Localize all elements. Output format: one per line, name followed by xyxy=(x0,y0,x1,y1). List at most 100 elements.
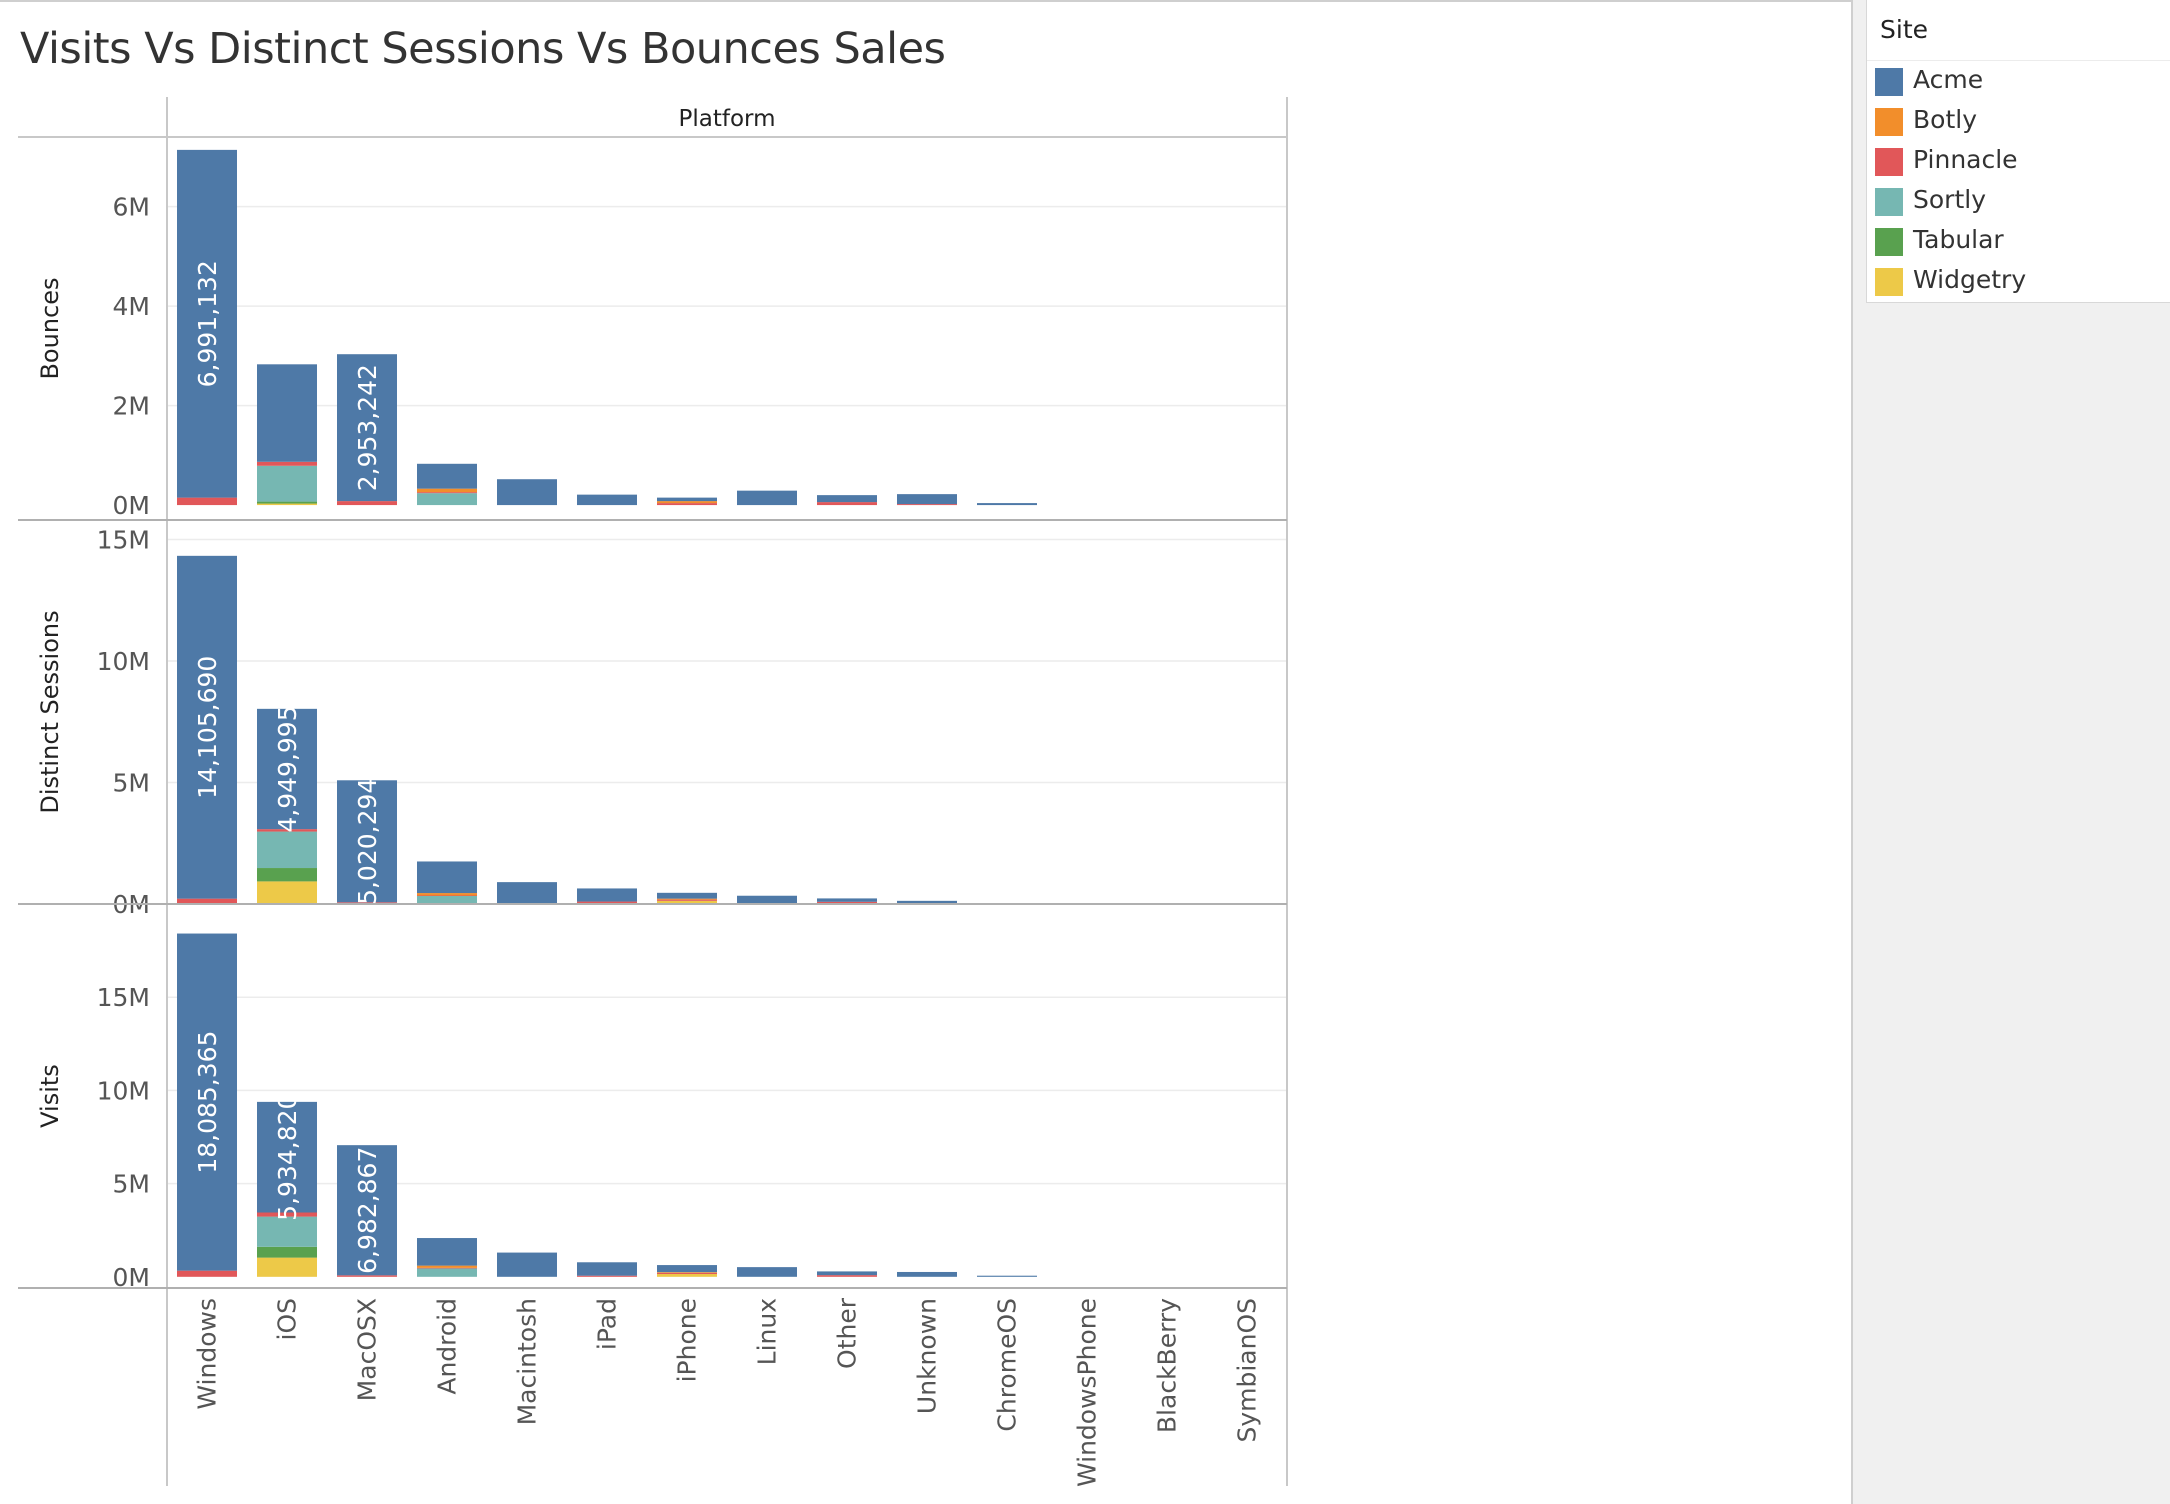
bar-segment-pinnacle xyxy=(417,895,477,896)
bar-segment-acme xyxy=(177,555,237,899)
bar-segment-pinnacle xyxy=(257,829,317,832)
bar-segment-sortly xyxy=(257,465,317,502)
bar-segment-botly xyxy=(417,893,477,896)
bar-segment-botly xyxy=(417,488,477,493)
data-label: 2,953,242 xyxy=(353,364,382,491)
bar-segment-acme xyxy=(257,708,317,830)
bar-segment-acme xyxy=(657,1265,717,1273)
legend-item-pinnacle[interactable]: Pinnacle xyxy=(1867,141,2170,181)
bar-segment-pinnacle xyxy=(177,497,237,506)
data-label: 6,982,867 xyxy=(353,1147,382,1274)
bar-segment-pinnacle xyxy=(417,1267,477,1269)
bar-segment-pinnacle xyxy=(417,492,477,494)
bar-segment-pinnacle xyxy=(337,1275,397,1277)
panel-separator xyxy=(1851,0,1853,1504)
x-tick-label: Macintosh xyxy=(513,1298,542,1425)
y-tick-label: 15M xyxy=(97,525,150,554)
y-tick-label: 2M xyxy=(113,392,150,421)
x-tick-label: MacOSX xyxy=(353,1298,382,1401)
x-tick-label: BlackBerry xyxy=(1153,1298,1182,1433)
x-tick-label: Unknown xyxy=(913,1298,942,1414)
chart-title: Visits Vs Distinct Sessions Vs Bounces S… xyxy=(20,24,946,74)
data-label: 5,020,294 xyxy=(353,778,382,905)
legend-item-widgetry[interactable]: Widgetry xyxy=(1867,261,2170,301)
data-label: 4,949,995 xyxy=(273,705,302,832)
bar-segment-acme xyxy=(577,494,637,506)
bar-segment-acme xyxy=(577,888,637,902)
bar-segment-pinnacle xyxy=(257,461,317,466)
x-tick-label: Linux xyxy=(753,1298,782,1365)
bar-segment-acme xyxy=(977,503,1037,506)
bar-segment-tabular xyxy=(257,868,317,882)
bar-segment-acme xyxy=(897,494,957,505)
bar-segment-acme xyxy=(177,149,237,498)
bar-segment-pinnacle xyxy=(817,502,877,506)
bar-segment-pinnacle xyxy=(577,1275,637,1277)
bar-segment-acme xyxy=(417,861,477,894)
bar-segment-acme xyxy=(897,1271,957,1277)
bar-segment-pinnacle xyxy=(177,1270,237,1277)
legend-item-tabular[interactable]: Tabular xyxy=(1867,221,2170,261)
y-tick-label: 6M xyxy=(113,193,150,222)
x-tick-label: WindowsPhone xyxy=(1073,1298,1102,1487)
x-tick-label: iOS xyxy=(273,1298,302,1341)
x-tick-label: ChromeOS xyxy=(993,1298,1022,1432)
y-tick-label: 10M xyxy=(97,1076,150,1105)
bar-segment-widgetry xyxy=(657,900,717,904)
bar-segment-acme xyxy=(657,497,717,502)
bar-segment-acme xyxy=(257,364,317,462)
bar-segment-sortly xyxy=(417,1268,477,1277)
bar-segment-tabular xyxy=(257,501,317,504)
bar-segment-acme xyxy=(337,1145,397,1276)
data-label: 5,934,820 xyxy=(273,1094,302,1221)
bar-segment-widgetry xyxy=(257,503,317,506)
x-tick-label: Windows xyxy=(193,1298,222,1410)
data-label: 18,085,365 xyxy=(193,1031,222,1174)
legend-swatch xyxy=(1875,68,1903,96)
legend-label: Botly xyxy=(1913,105,1977,134)
bar-segment-pinnacle xyxy=(897,504,957,506)
legend-swatch xyxy=(1875,148,1903,176)
bar-segment-pinnacle xyxy=(817,1275,877,1277)
bar-segment-pinnacle xyxy=(257,1212,317,1217)
y-tick-label: 5M xyxy=(113,768,150,797)
legend-label: Widgetry xyxy=(1913,265,2027,294)
bar-segment-acme xyxy=(817,495,877,503)
bar-segment-pinnacle xyxy=(337,501,397,506)
top-border xyxy=(0,0,1852,2)
bar-segment-acme xyxy=(497,882,557,904)
legend-item-botly[interactable]: Botly xyxy=(1867,101,2170,141)
data-label: 14,105,690 xyxy=(193,656,222,799)
legend-item-acme[interactable]: Acme xyxy=(1867,61,2170,101)
bar-segment-botly xyxy=(657,1272,717,1273)
bar-segment-acme xyxy=(337,780,397,903)
bar-segment-acme xyxy=(337,354,397,502)
bar-segment-pinnacle xyxy=(577,901,637,904)
legend-label: Tabular xyxy=(1913,225,2004,254)
y-axis-title: Bounces xyxy=(36,277,64,379)
bar-segment-acme xyxy=(977,1275,1037,1277)
legend-swatch xyxy=(1875,108,1903,136)
legend-item-sortly[interactable]: Sortly xyxy=(1867,181,2170,221)
bar-segment-pinnacle xyxy=(657,503,717,506)
y-tick-label: 10M xyxy=(97,647,150,676)
x-tick-label: iPad xyxy=(593,1298,622,1350)
bar-segment-widgetry xyxy=(257,1257,317,1277)
y-tick-label: 5M xyxy=(113,1170,150,1199)
bar-segment-pinnacle xyxy=(657,1272,717,1275)
legend: Site Acme Botly Pinnacle Sortly Tabular Widge… xyxy=(1866,0,2170,303)
x-tick-label: iPhone xyxy=(673,1298,702,1382)
bar-segment-acme xyxy=(817,898,877,902)
data-label: 6,991,132 xyxy=(193,260,222,387)
bar-segment-botly xyxy=(657,501,717,504)
y-axis-title: Visits xyxy=(36,1064,64,1128)
bar-segment-botly xyxy=(657,898,717,900)
bar-segment-acme xyxy=(817,1271,877,1276)
legend-label: Sortly xyxy=(1913,185,1986,214)
legend-title: Site xyxy=(1867,0,2170,61)
legend-label: Acme xyxy=(1913,65,1984,94)
x-tick-label: SymbianOS xyxy=(1233,1298,1262,1443)
bar-segment-sortly xyxy=(417,493,477,506)
bar-segment-acme xyxy=(737,490,797,506)
bar-segment-pinnacle xyxy=(657,899,717,901)
